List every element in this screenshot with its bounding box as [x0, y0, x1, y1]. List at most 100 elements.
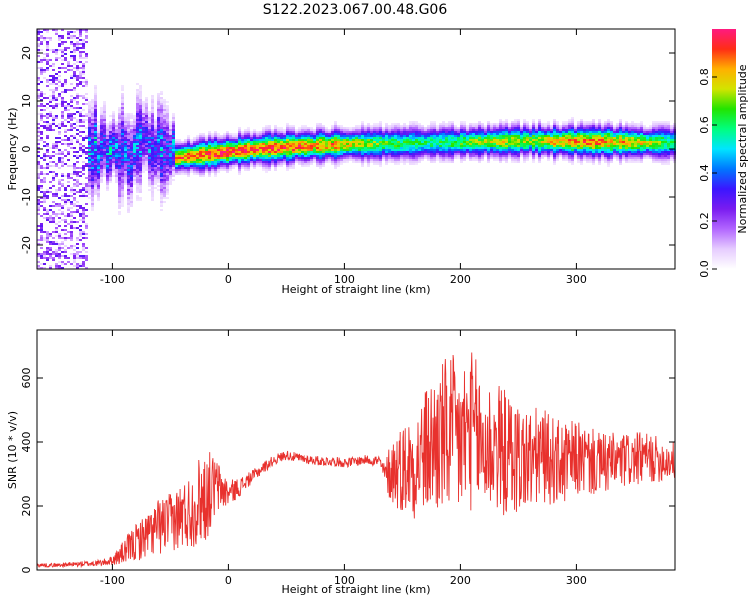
spectrogram-cell — [457, 151, 460, 153]
spectrogram-cell — [160, 139, 163, 141]
spectrogram-cell — [439, 143, 442, 145]
spectrogram-cell — [490, 145, 493, 147]
spectrogram-cell — [91, 203, 94, 205]
spectrogram-cell — [286, 165, 289, 167]
spectrogram-cell — [517, 157, 520, 159]
spectrogram-cell — [88, 141, 91, 143]
spectrogram-cell — [163, 183, 166, 185]
spectrogram-cell — [37, 151, 40, 153]
spectrogram-cell — [424, 137, 427, 139]
spectrogram-cell — [124, 149, 127, 151]
spectrogram-cell — [106, 153, 109, 155]
spectrogram-cell — [364, 153, 367, 155]
spectrogram-cell — [262, 155, 265, 157]
spectrogram-cell — [196, 165, 199, 167]
spectrogram-cell — [274, 167, 277, 169]
spectrogram-cell — [40, 103, 43, 105]
spectrogram-cell — [532, 131, 535, 133]
spectrogram-cell — [46, 145, 49, 147]
spectrogram-cell — [118, 171, 121, 173]
spectrogram-cell — [64, 221, 67, 223]
spectrogram-cell — [424, 151, 427, 153]
spectrogram-cell — [379, 133, 382, 135]
spectrogram-cell — [160, 117, 163, 119]
spectrogram-cell — [487, 123, 490, 125]
spectrogram-cell — [457, 143, 460, 145]
spectrogram-cell — [112, 169, 115, 171]
spectrogram-cell — [337, 151, 340, 153]
spectrogram-cell — [421, 147, 424, 149]
spectrogram-cell — [547, 129, 550, 131]
spectrogram-cell — [226, 163, 229, 165]
spectrogram-cell — [88, 151, 91, 153]
spectrogram-cell — [220, 141, 223, 143]
spectrogram-cell — [487, 161, 490, 163]
spectrogram-cell — [115, 169, 118, 171]
spectrogram-cell — [130, 117, 133, 119]
spectrogram-cell — [151, 197, 154, 199]
spectrogram-cell — [433, 139, 436, 141]
spectrogram-cell — [460, 151, 463, 153]
spectrogram-cell — [352, 139, 355, 141]
spectrogram-cell — [73, 67, 76, 69]
spectrogram-cell — [373, 147, 376, 149]
spectrogram-cell — [292, 157, 295, 159]
spectrogram-cell — [511, 123, 514, 125]
spectrogram-cell — [52, 49, 55, 51]
spectrogram-cell — [40, 73, 43, 75]
spectrogram-cell — [58, 161, 61, 163]
spectrogram-cell — [61, 29, 64, 31]
spectrogram-cell — [397, 159, 400, 161]
spectrogram-cell — [142, 167, 145, 169]
spectrogram-cell — [151, 145, 154, 147]
spectrogram-cell — [46, 29, 49, 31]
spectrogram-cell — [589, 123, 592, 125]
spectrogram-cell — [112, 153, 115, 155]
spectrogram-cell — [505, 135, 508, 137]
spectrogram-cell — [127, 175, 130, 177]
spectrogram-cell — [61, 35, 64, 37]
spectrogram-cell — [268, 155, 271, 157]
spectrogram-cell — [202, 137, 205, 139]
spectrogram-cell — [472, 127, 475, 129]
spectrogram-cell — [133, 177, 136, 179]
spectrogram-cell — [115, 161, 118, 163]
spectrogram-cell — [265, 139, 268, 141]
spectrogram-cell — [43, 257, 46, 259]
spectrogram-cell — [199, 139, 202, 141]
spectrogram-cell — [88, 113, 91, 115]
spectrogram-cell — [463, 133, 466, 135]
spectrogram-cell — [313, 147, 316, 149]
spectrogram-cell — [310, 153, 313, 155]
spectrogram-cell — [142, 121, 145, 123]
spectrogram-cell — [100, 117, 103, 119]
spectrogram-cell — [103, 135, 106, 137]
spectrogram-cell — [562, 123, 565, 125]
spectrogram-cell — [544, 135, 547, 137]
spectrogram-cell — [580, 131, 583, 133]
spectrogram-cell — [304, 125, 307, 127]
spectrogram-cell — [127, 145, 130, 147]
spectrogram-cell — [247, 155, 250, 157]
spectrogram-cell — [280, 147, 283, 149]
spectrogram-cell — [223, 169, 226, 171]
spectrogram-cell — [283, 161, 286, 163]
spectrogram-cell — [43, 115, 46, 117]
spectrogram-cell — [133, 141, 136, 143]
spectrogram-cell — [154, 173, 157, 175]
spectrogram-cell — [136, 125, 139, 127]
spectrogram-cell — [292, 155, 295, 157]
spectrogram-cell — [67, 89, 70, 91]
spectrogram-cell — [154, 159, 157, 161]
spectrogram-cell — [562, 139, 565, 141]
spectrogram-cell — [439, 149, 442, 151]
spectrogram-cell — [337, 145, 340, 147]
spectrogram-cell — [421, 125, 424, 127]
spectrogram-cell — [364, 135, 367, 137]
spectrogram-cell — [43, 209, 46, 211]
spectrogram-cell — [190, 165, 193, 167]
spectrogram-cell — [499, 149, 502, 151]
spectrogram-cell — [97, 133, 100, 135]
spectrogram-cell — [214, 155, 217, 157]
spectrogram-cell — [139, 173, 142, 175]
